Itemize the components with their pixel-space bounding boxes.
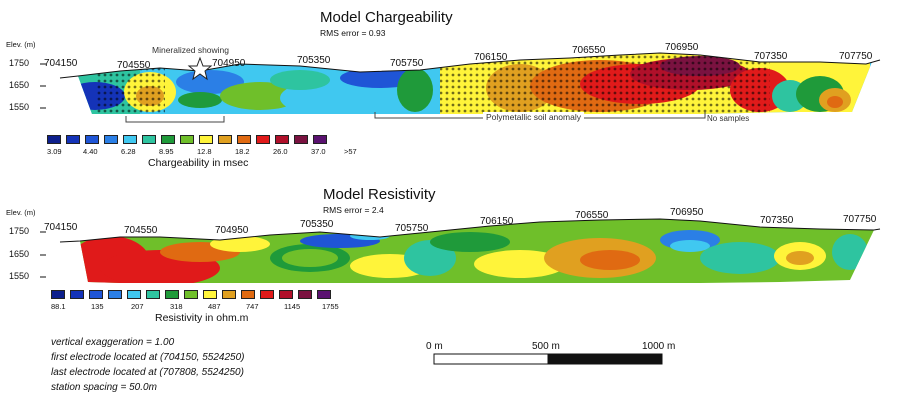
legend-value: 1755 <box>322 302 339 311</box>
resistivity-coord: 704150 <box>44 222 78 233</box>
note-line: last electrode located at (707808, 55242… <box>51 367 244 378</box>
chargeability-title: Model Chargeability <box>320 9 453 26</box>
chargeability-coord: 707350 <box>754 51 788 62</box>
mineralized-showing-label: Mineralized showing <box>152 45 230 55</box>
resistivity-coord: 707750 <box>843 214 877 225</box>
chargeability-coord: 706150 <box>474 52 508 63</box>
chargeability-coord: 704150 <box>44 58 78 69</box>
legend-value: 4.40 <box>83 147 98 156</box>
scale-label: 1000 m <box>642 341 676 352</box>
legend-swatch <box>199 135 213 144</box>
legend-swatch <box>47 135 61 144</box>
legend-value: 26.0 <box>273 147 288 156</box>
legend-swatch <box>279 290 293 299</box>
legend-swatch <box>256 135 270 144</box>
resistivity-coord: 707350 <box>760 215 794 226</box>
legend-value: 3.09 <box>47 147 62 156</box>
chargeability-elev-tick: 1550 <box>9 102 30 112</box>
legend-value: 135 <box>91 302 104 311</box>
resistivity-coord: 706150 <box>480 216 514 227</box>
legend-value: 12.8 <box>197 147 212 156</box>
resistivity-title: Model Resistivity <box>323 186 436 203</box>
legend-swatch <box>127 290 141 299</box>
chargeability-elev-tick: 1650 <box>9 80 30 90</box>
resistivity-elev-tick: 1650 <box>9 249 30 259</box>
legend-value: 37.0 <box>311 147 326 156</box>
legend-swatch <box>180 135 194 144</box>
legend-swatch <box>142 135 156 144</box>
legend-swatch <box>294 135 308 144</box>
legend-swatch <box>51 290 65 299</box>
showing-bracket <box>125 116 225 123</box>
scale-label: 500 m <box>532 341 560 352</box>
resistivity-coord: 704950 <box>215 225 249 236</box>
legend-swatch <box>108 290 122 299</box>
legend-swatch <box>260 290 274 299</box>
resistivity-coord: 706950 <box>670 207 704 218</box>
no-samples-label: No samples <box>707 114 750 123</box>
legend-value: >57 <box>344 147 357 156</box>
legend-value: 8.95 <box>159 147 174 156</box>
legend-value: 487 <box>208 302 221 311</box>
chargeability-legend-title: Chargeability in msec <box>148 157 249 169</box>
legend-value: 88.1 <box>51 302 66 311</box>
legend-swatch <box>161 135 175 144</box>
legend-swatch <box>66 135 80 144</box>
chargeability-coord: 704550 <box>117 60 151 71</box>
scale-bar <box>433 353 663 365</box>
legend-swatch <box>237 135 251 144</box>
anomaly-label: Polymetallic soil anomaly <box>483 112 584 122</box>
legend-value: 18.2 <box>235 147 250 156</box>
resistivity-topography <box>59 218 881 243</box>
survey-notes: vertical exaggeration = 1.00 first elect… <box>51 335 244 395</box>
legend-swatch <box>203 290 217 299</box>
chargeability-coord: 706550 <box>572 45 606 56</box>
legend-swatch <box>89 290 103 299</box>
legend-swatch <box>222 290 236 299</box>
legend-swatch <box>104 135 118 144</box>
legend-value: 318 <box>170 302 183 311</box>
resistivity-coord: 705750 <box>395 223 429 234</box>
note-line: first electrode located at (704150, 5524… <box>51 352 245 363</box>
resistivity-elev-label: Elev. (m) <box>6 208 36 217</box>
legend-swatch <box>85 135 99 144</box>
chargeability-coord: 705750 <box>390 58 424 69</box>
chargeability-topography <box>59 52 881 79</box>
legend-swatch <box>313 135 327 144</box>
legend-value: 747 <box>246 302 259 311</box>
chargeability-elev-tick: 1750 <box>9 58 30 68</box>
legend-swatch <box>123 135 137 144</box>
resistivity-coord: 706550 <box>575 210 609 221</box>
legend-swatch <box>317 290 331 299</box>
chargeability-elev-label: Elev. (m) <box>6 40 36 49</box>
scale-label: 0 m <box>426 341 443 352</box>
resistivity-rms: RMS error = 2.4 <box>323 205 384 215</box>
legend-swatch <box>218 135 232 144</box>
legend-value: 207 <box>131 302 144 311</box>
note-line: station spacing = 50.0m <box>51 382 157 393</box>
chargeability-coord: 706950 <box>665 42 699 53</box>
chargeability-coord: 705350 <box>297 55 331 66</box>
legend-value: 6.28 <box>121 147 136 156</box>
resistivity-coord: 704550 <box>124 225 158 236</box>
legend-swatch <box>70 290 84 299</box>
legend-value: 1145 <box>284 302 301 311</box>
legend-swatch <box>165 290 179 299</box>
chargeability-coord: 707750 <box>839 51 873 62</box>
chargeability-rms: RMS error = 0.93 <box>320 28 386 38</box>
legend-swatch <box>241 290 255 299</box>
note-line: vertical exaggeration = 1.00 <box>51 337 175 348</box>
resistivity-elev-tick: 1550 <box>9 271 30 281</box>
resistivity-elev-tick: 1750 <box>9 226 30 236</box>
legend-swatch <box>298 290 312 299</box>
chargeability-coord: 704950 <box>212 58 246 69</box>
star-icon <box>187 56 213 81</box>
legend-swatch <box>275 135 289 144</box>
resistivity-legend-title: Resistivity in ohm.m <box>155 312 249 324</box>
legend-swatch <box>184 290 198 299</box>
legend-swatch <box>146 290 160 299</box>
resistivity-coord: 705350 <box>300 219 334 230</box>
